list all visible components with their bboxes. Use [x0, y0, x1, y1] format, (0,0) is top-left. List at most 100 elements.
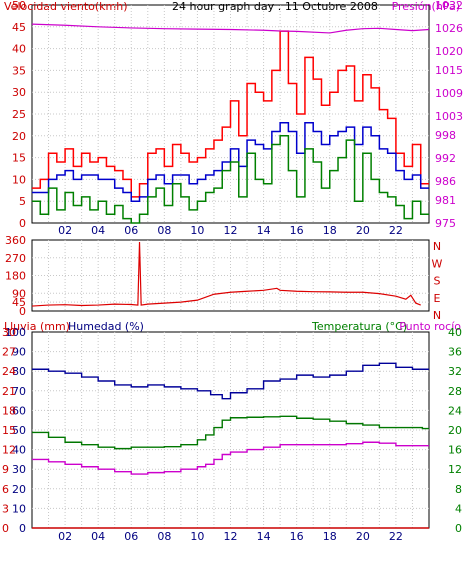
pressure-tick-label: 1015: [435, 64, 463, 77]
rain-tick-label: 15: [2, 424, 16, 437]
rain-tick-label: 12: [2, 444, 16, 457]
rain-axis-label: Lluvia (mm): [4, 320, 70, 333]
humidity-tick-label: 80: [12, 365, 26, 378]
wind-tick-label: 30: [12, 86, 26, 99]
hour-tick-label-lower: 22: [389, 530, 403, 543]
pressure-tick-label: 1032: [435, 0, 463, 12]
wind-axis-label: Velocidad viento(kmh): [4, 0, 128, 13]
temperature-tick-label: 24: [448, 404, 462, 417]
pressure-tick-label: 1026: [435, 22, 463, 35]
temperature-tick-label: 16: [448, 444, 462, 457]
temperature-tick-label: 0: [455, 522, 462, 535]
wind-tick-label: 50: [12, 0, 26, 12]
hour-tick-label-lower: 18: [323, 530, 337, 543]
pressure-tick-label: 1020: [435, 45, 463, 58]
hour-tick-label-lower: 06: [124, 530, 138, 543]
hour-tick-label-lower: 12: [224, 530, 238, 543]
hour-tick-label: 22: [389, 224, 403, 237]
pressure-tick-label: 992: [435, 152, 456, 165]
wind-tick-label: 35: [12, 64, 26, 77]
humidity-tick-label: 90: [12, 346, 26, 359]
data-series: [31, 23, 430, 529]
hour-tick-label: 20: [356, 224, 370, 237]
series-gust: [32, 30, 429, 198]
rain-tick-label: 30: [2, 326, 16, 339]
humidity-tick-label: 60: [12, 404, 26, 417]
wind-tick-label: 20: [12, 130, 26, 143]
direction-tick-label: 90: [12, 287, 26, 300]
temperature-tick-label: 32: [448, 365, 462, 378]
rain-tick-label: 18: [2, 404, 16, 417]
direction-tick-label: 0: [19, 305, 26, 318]
rain-tick-label: 27: [2, 346, 16, 359]
series-pressure: [31, 23, 430, 34]
humidity-tick-label: 30: [12, 463, 26, 476]
temperature-tick-label: 8: [455, 483, 462, 496]
temperature-tick-label: 40: [448, 326, 462, 339]
pressure-tick-label: 1003: [435, 110, 463, 123]
humidity-tick-label: 20: [12, 483, 26, 496]
humidity-tick-label: 10: [12, 502, 26, 515]
temperature-tick-label: 36: [448, 346, 462, 359]
rain-tick-label: 9: [2, 463, 9, 476]
wind-tick-label: 0: [19, 217, 26, 230]
hour-tick-label: 06: [124, 224, 138, 237]
compass-label: N: [433, 240, 441, 253]
series-direction: [31, 241, 421, 307]
rain-tick-label: 0: [2, 522, 9, 535]
pressure-tick-label: 975: [435, 217, 456, 230]
humidity-tick-label: 0: [19, 522, 26, 535]
wind-tick-label: 5: [19, 195, 26, 208]
temperature-axis-label: Temperatura (°C): [311, 320, 407, 333]
compass-label: N: [433, 309, 441, 322]
hour-tick-label: 16: [290, 224, 304, 237]
direction-tick-label: 45: [12, 296, 26, 309]
humidity-tick-label: 50: [12, 424, 26, 437]
series-speed: [32, 135, 429, 224]
temperature-tick-label: 4: [455, 502, 462, 515]
hour-tick-label: 08: [157, 224, 171, 237]
direction-tick-label: 360: [5, 234, 26, 247]
rain-tick-label: 24: [2, 365, 16, 378]
pressure-tick-label: 986: [435, 175, 456, 188]
hour-tick-label-lower: 08: [157, 530, 171, 543]
grid-lines: [32, 5, 429, 528]
wind-tick-label: 25: [12, 108, 26, 121]
pressure-tick-label: 981: [435, 194, 456, 207]
hour-tick-label: 10: [190, 224, 204, 237]
direction-tick-label: 180: [5, 270, 26, 283]
wind-tick-label: 45: [12, 21, 26, 34]
compass-label: S: [434, 275, 441, 288]
pressure-tick-label: 998: [435, 129, 456, 142]
wind-tick-label: 15: [12, 152, 26, 165]
tick-labels: 0510152025303540455097598198699299810031…: [2, 0, 463, 543]
hour-tick-label-lower: 10: [190, 530, 204, 543]
page-title: 24 hour graph day : 11 Octubre 2008: [172, 0, 378, 13]
hour-tick-label-lower: 16: [290, 530, 304, 543]
hour-tick-label: 02: [58, 224, 72, 237]
temperature-tick-label: 20: [448, 424, 462, 437]
rain-tick-label: 6: [2, 483, 9, 496]
hour-tick-label: 04: [91, 224, 105, 237]
hour-tick-label-lower: 04: [91, 530, 105, 543]
hour-tick-label: 12: [224, 224, 238, 237]
hour-tick-label-lower: 20: [356, 530, 370, 543]
humidity-tick-label: 70: [12, 385, 26, 398]
temperature-tick-label: 28: [448, 385, 462, 398]
direction-tick-label: 270: [5, 252, 26, 265]
wind-tick-label: 10: [12, 173, 26, 186]
humidity-tick-label: 40: [12, 444, 26, 457]
humidity-tick-label: 100: [5, 326, 26, 339]
humidity-axis-label: Humedad (%): [68, 320, 144, 333]
dewpoint-axis-label: Punto rocío: [399, 320, 461, 333]
hour-tick-label-lower: 02: [58, 530, 72, 543]
compass-label: E: [434, 292, 441, 305]
wind-tick-label: 40: [12, 43, 26, 56]
series-humedad: [32, 362, 429, 400]
rain-tick-label: 21: [2, 385, 16, 398]
hour-tick-label-lower: 14: [257, 530, 271, 543]
hour-tick-label: 18: [323, 224, 337, 237]
hour-tick-label: 14: [257, 224, 271, 237]
